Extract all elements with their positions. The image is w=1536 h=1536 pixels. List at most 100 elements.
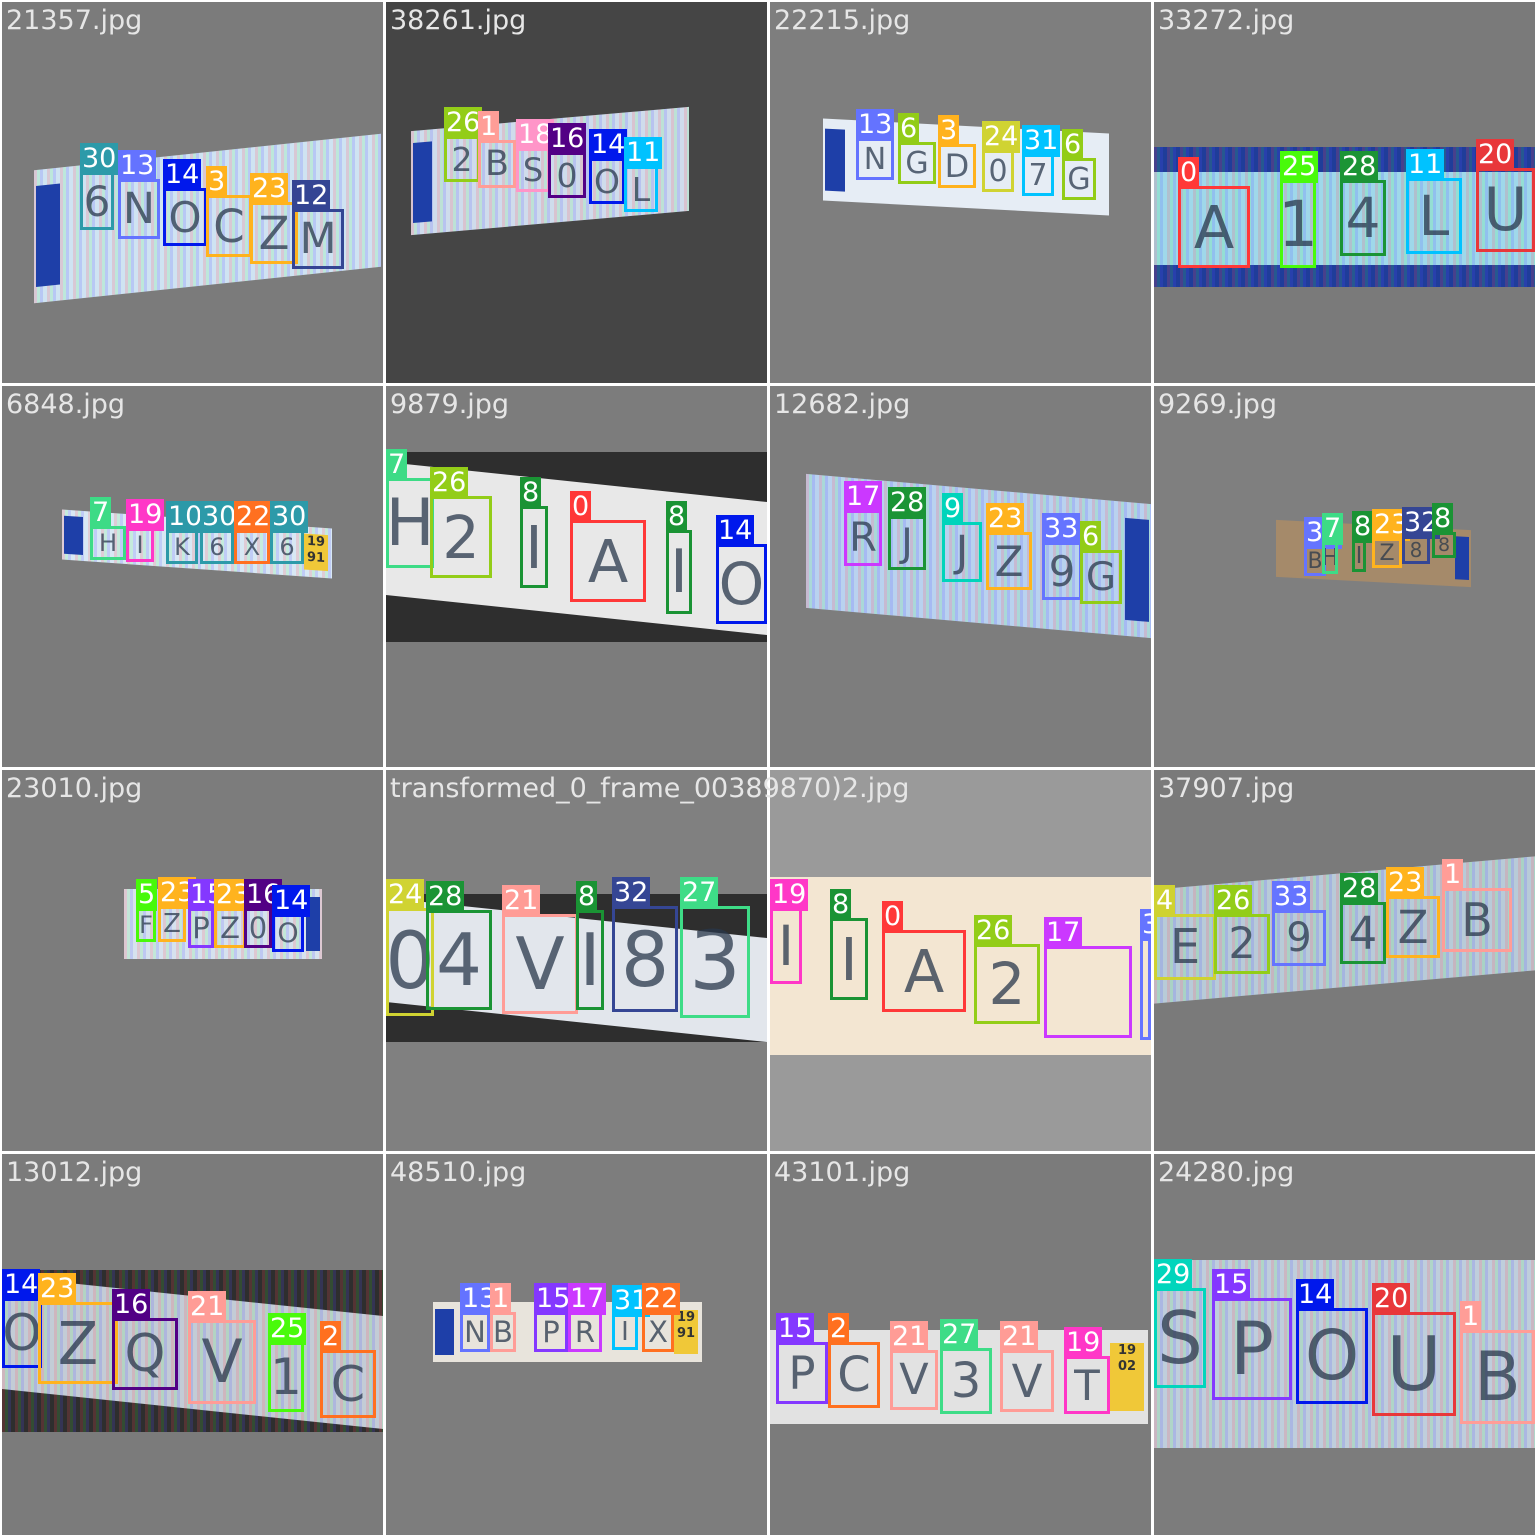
bounding-box: 8 32 — [1402, 507, 1441, 564]
plate-character: S — [522, 151, 544, 189]
bounding-box: X 22 — [234, 501, 273, 564]
class-label: 0 — [1178, 157, 1200, 189]
bounding-box: 0 24 — [982, 121, 1021, 192]
plate-character: 6 — [209, 533, 225, 561]
plate-character: 2 — [1228, 919, 1256, 969]
class-label: 17 — [1044, 917, 1083, 949]
image-tile: R 17 J 28 J 9 Z 23 9 33 G 6 12682.jpg — [770, 386, 1151, 767]
plate-character: 2 — [442, 502, 480, 572]
plate-character: N — [863, 141, 887, 177]
bounding-box: 1 25 — [1280, 151, 1319, 268]
class-label: 13 — [118, 150, 157, 182]
class-label: 2 — [320, 1321, 342, 1353]
plate-character: M — [299, 214, 337, 264]
plate-character: 9 — [1048, 546, 1076, 596]
class-label: 20 — [1372, 1283, 1411, 1315]
image-tile: 19 02 P 15 C 2 V 21 3 27 V 21 T 19 43101.jpg — [770, 1154, 1151, 1535]
plate-character: G — [905, 145, 929, 181]
class-label: 28 — [426, 881, 465, 913]
bounding-box: S 18 — [516, 119, 555, 192]
registration-tab: 19 91 — [674, 1310, 698, 1354]
plate-character: 7 — [1028, 157, 1048, 193]
class-label: 6 — [1062, 129, 1084, 161]
class-label: 26 — [444, 107, 483, 139]
plate-character: O — [168, 192, 202, 242]
class-label: 17 — [568, 1283, 607, 1315]
bounding-box: T 19 — [1064, 1327, 1110, 1414]
eu-band — [435, 1309, 454, 1355]
class-label: 14 — [716, 515, 755, 547]
bounding-box: 0 24 — [386, 879, 434, 1016]
class-label: 6 — [898, 113, 920, 145]
class-label: 8 — [1352, 511, 1374, 543]
class-label: 30 — [270, 501, 309, 533]
class-label: 25 — [268, 1313, 307, 1345]
plate-character: C — [330, 1355, 366, 1413]
bounding-box: P 15 — [776, 1313, 828, 1404]
bounding-box: 9 33 — [1272, 881, 1326, 966]
class-label: 27 — [680, 877, 719, 909]
bounding-box: U 20 — [1372, 1283, 1456, 1416]
bounding-box: 6 30 — [200, 501, 239, 564]
plate-character: D — [944, 147, 970, 185]
image-tile: N 13 G 6 D 3 0 24 7 31 G 6 22215.jpg — [770, 2, 1151, 383]
bounding-box: 9 33 — [1042, 513, 1082, 600]
plate-character: Z — [258, 206, 290, 260]
plate-character: 2 — [988, 950, 1026, 1018]
class-label: 7 — [1322, 513, 1344, 545]
plate-character: Z — [163, 909, 181, 939]
class-label: 21 — [502, 885, 541, 917]
tile-filename: 21357.jpg — [6, 5, 143, 36]
class-label: 26 — [1214, 885, 1253, 917]
class-label: 30 — [200, 501, 239, 533]
class-label: 6 — [1080, 521, 1102, 553]
plate-character: 2 — [451, 139, 473, 179]
tile-filename: 13012.jpg — [6, 1157, 143, 1188]
image-tile: 19 91 H 7 I 19 K 10 6 30 X 22 6 30 6848.jpg — [2, 386, 383, 767]
plate-character: R — [849, 515, 877, 561]
bounding-box: Z 23 — [38, 1273, 118, 1384]
tile-filename: 37907.jpg — [1158, 773, 1295, 804]
class-label: 26 — [430, 467, 469, 499]
bounding-box: P 15 — [1212, 1269, 1292, 1400]
bounding-box: Z 23 — [1386, 867, 1440, 958]
class-label: 20 — [1476, 139, 1515, 171]
class-label: 28 — [888, 487, 927, 519]
class-label: 0 — [882, 901, 904, 933]
bounding-box: 2 26 — [430, 467, 492, 578]
class-label: 8 — [576, 881, 598, 913]
class-label: 33 — [1042, 513, 1081, 545]
plate-character: 8 — [1437, 535, 1451, 555]
bounding-box: V 21 — [188, 1291, 256, 1404]
bounding-box: N 13 — [856, 109, 895, 180]
eu-band — [64, 515, 83, 556]
plate-character: N — [122, 184, 156, 234]
plate-character: 3 — [950, 1353, 982, 1409]
eu-band — [413, 141, 432, 223]
bounding-box: R 17 — [568, 1283, 607, 1352]
plate-character: 1 — [271, 1348, 301, 1406]
plate-character: O — [594, 161, 620, 201]
class-label: 1 — [490, 1283, 512, 1315]
class-label: 23 — [986, 503, 1025, 535]
bounding-box: V 21 — [502, 885, 578, 1014]
plate-character: 0 — [248, 911, 268, 945]
class-label: 21 — [890, 1321, 929, 1353]
plate-character: U — [1386, 1320, 1442, 1408]
class-label: 5 — [136, 879, 158, 911]
bounding-box: 6 30 — [270, 501, 309, 564]
plate-character: A — [1193, 192, 1235, 262]
plate-character: I — [777, 914, 795, 978]
bounding-box: 33 — [1140, 909, 1151, 1040]
bounding-box: Z 23 — [1372, 509, 1411, 568]
